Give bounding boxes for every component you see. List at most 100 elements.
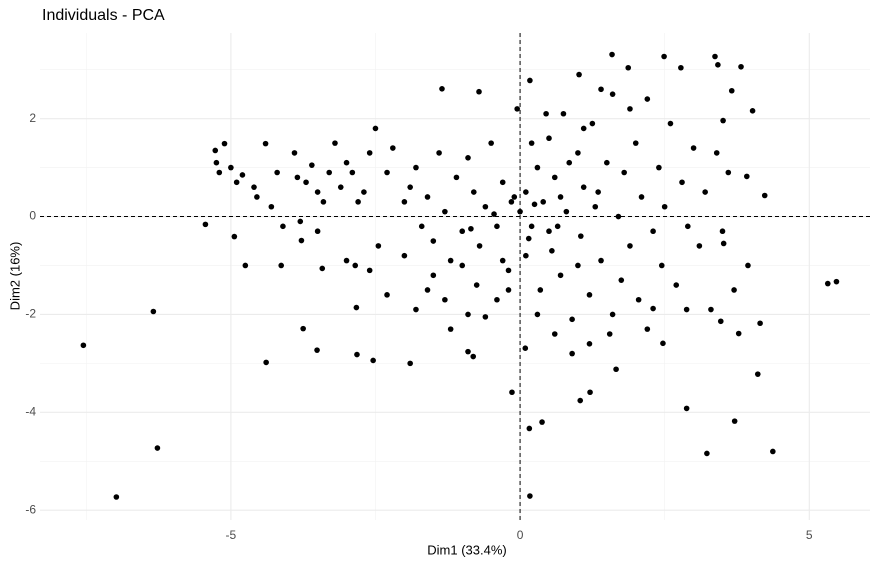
point xyxy=(494,223,500,230)
y-tick-label: 2 xyxy=(29,111,36,125)
point xyxy=(319,265,326,272)
point xyxy=(499,179,506,186)
point xyxy=(375,243,382,249)
point xyxy=(268,203,275,210)
point xyxy=(731,418,738,424)
point xyxy=(482,203,489,210)
point xyxy=(673,282,680,288)
point xyxy=(314,228,321,235)
point xyxy=(413,306,419,313)
point xyxy=(468,225,474,232)
point xyxy=(609,51,615,58)
point xyxy=(320,199,327,205)
point xyxy=(551,331,558,337)
point xyxy=(212,147,219,154)
point xyxy=(442,296,448,303)
point xyxy=(465,348,471,355)
point xyxy=(80,342,87,349)
point xyxy=(627,106,633,112)
point xyxy=(537,287,544,293)
point xyxy=(540,199,547,205)
point xyxy=(824,280,831,287)
point xyxy=(621,169,627,176)
point xyxy=(598,257,604,264)
point xyxy=(298,237,305,244)
point xyxy=(343,257,350,264)
point xyxy=(575,150,581,156)
point xyxy=(658,262,665,269)
point xyxy=(745,262,751,269)
point xyxy=(447,257,454,264)
point xyxy=(546,135,552,142)
point xyxy=(606,331,613,337)
point xyxy=(720,240,727,247)
point xyxy=(713,150,720,156)
point xyxy=(488,140,494,146)
point xyxy=(439,85,445,92)
point xyxy=(650,305,656,312)
point xyxy=(528,223,535,230)
point xyxy=(303,179,309,186)
point xyxy=(314,189,321,195)
point xyxy=(627,243,633,249)
point xyxy=(717,318,724,325)
point xyxy=(635,296,642,303)
point xyxy=(576,71,582,78)
point xyxy=(563,208,570,215)
point xyxy=(337,184,344,190)
point xyxy=(660,340,666,347)
point xyxy=(575,262,581,269)
point xyxy=(728,87,735,94)
point xyxy=(549,248,555,254)
point xyxy=(586,340,593,347)
point xyxy=(228,164,234,171)
point xyxy=(683,306,690,313)
point xyxy=(491,211,497,217)
point xyxy=(609,311,616,318)
point xyxy=(757,320,763,327)
point xyxy=(833,278,840,285)
point xyxy=(551,174,558,181)
point xyxy=(332,140,338,146)
point xyxy=(154,445,161,451)
point xyxy=(725,169,732,176)
point xyxy=(656,164,662,171)
point xyxy=(424,194,431,200)
point xyxy=(113,494,120,500)
point xyxy=(539,419,545,425)
point xyxy=(326,169,332,176)
x-tick-label: -5 xyxy=(226,528,237,542)
point xyxy=(761,192,768,199)
point xyxy=(413,164,419,171)
point xyxy=(407,360,413,367)
point xyxy=(370,357,376,364)
point xyxy=(231,233,238,240)
chart-title: Individuals - PCA xyxy=(42,7,165,24)
point xyxy=(263,359,269,366)
point xyxy=(569,350,575,357)
point xyxy=(683,405,690,412)
point xyxy=(719,228,726,235)
x-axis-title: Dim1 (33.4%) xyxy=(427,542,506,557)
y-axis-title: Dim2 (16%) xyxy=(7,242,22,311)
point xyxy=(150,308,157,315)
point xyxy=(609,91,616,97)
point xyxy=(712,53,718,60)
point xyxy=(523,252,529,259)
point xyxy=(527,493,533,499)
point xyxy=(708,306,714,313)
point xyxy=(361,189,367,195)
point xyxy=(221,140,228,147)
point xyxy=(274,169,280,176)
point xyxy=(578,233,584,239)
point xyxy=(618,277,625,283)
point xyxy=(738,63,744,70)
point xyxy=(598,86,604,93)
point xyxy=(661,203,668,210)
point xyxy=(280,223,286,230)
point xyxy=(715,62,721,68)
point xyxy=(517,208,523,215)
point xyxy=(731,287,737,293)
point xyxy=(254,194,260,200)
